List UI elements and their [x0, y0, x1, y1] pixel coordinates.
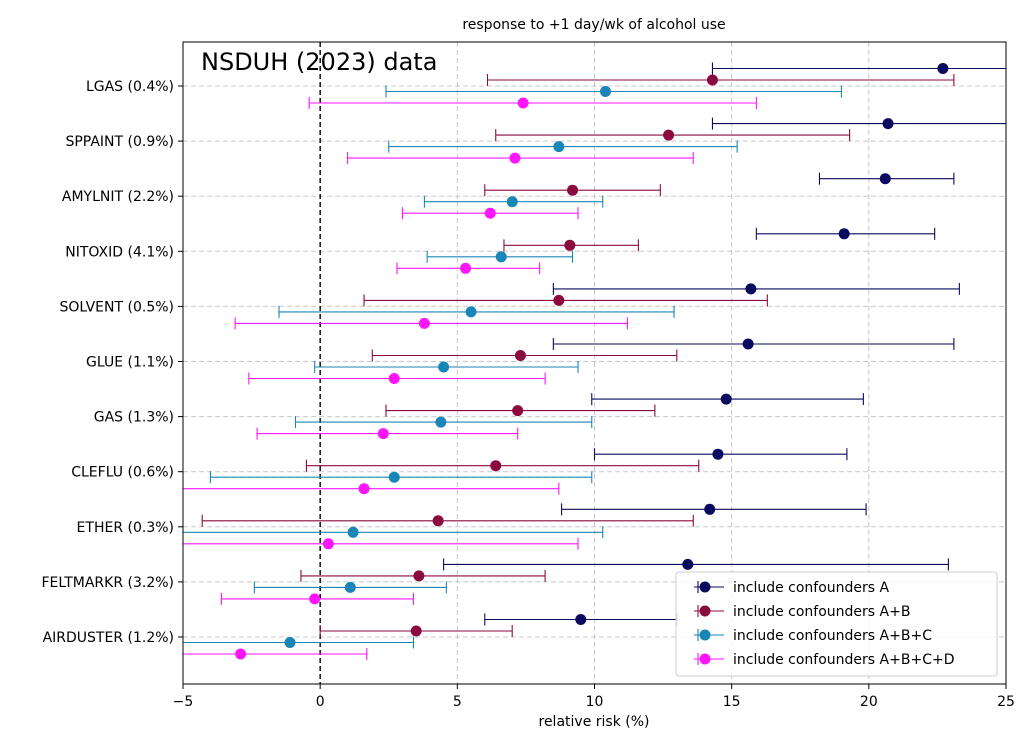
y-axis: LGAS (0.4%) SPPAINT (0.9%) AMYLNIT (2.2%) N… [41, 79, 183, 646]
point-marker [235, 648, 247, 660]
category-label: ETHER (0.3%) [77, 520, 174, 536]
point-marker [720, 393, 732, 405]
point-marker [564, 239, 576, 251]
point-marker [309, 593, 321, 605]
point-marker [682, 558, 694, 570]
series-1 [443, 62, 1006, 626]
point-marker [575, 614, 587, 625]
point-marker [742, 338, 754, 350]
legend-label: include confounders A+B+C [733, 628, 932, 644]
point-marker [484, 207, 496, 219]
legend-marker [699, 653, 711, 665]
point-marker [838, 228, 850, 240]
point-marker [388, 471, 400, 483]
legend-marker [699, 581, 711, 593]
chart-title: response to +1 day/wk of alcohol use [462, 17, 725, 33]
legend-marker [699, 605, 711, 617]
point-marker [388, 373, 400, 384]
point-marker [322, 538, 334, 550]
x-axis-label: relative risk (%) [539, 714, 650, 730]
category-label: AIRDUSTER (1.2%) [43, 630, 174, 646]
point-marker [432, 515, 444, 527]
point-marker [663, 129, 675, 141]
point-marker [937, 63, 949, 74]
point-marker [879, 173, 891, 185]
category-label: AMYLNIT (2.2%) [62, 189, 174, 205]
x-axis: −5 0 5 10 15 20 25 [173, 684, 1015, 710]
point-marker [704, 503, 716, 515]
category-label: NITOXID (4.1%) [65, 244, 174, 260]
data-source-annotation: NSDUH (2023) data [201, 48, 437, 76]
point-marker [506, 196, 518, 208]
point-marker [599, 86, 611, 97]
point-marker [517, 97, 529, 109]
legend-marker [699, 629, 711, 641]
series-3 [183, 85, 842, 649]
x-tick-label: 15 [723, 694, 741, 710]
x-tick-label: 10 [586, 694, 604, 710]
x-tick-label: 5 [453, 694, 462, 710]
point-marker [284, 637, 296, 648]
point-marker [495, 251, 507, 263]
category-label: SPPAINT (0.9%) [65, 134, 174, 150]
point-marker [512, 405, 524, 417]
point-marker [358, 483, 370, 495]
series-layer [183, 62, 1006, 660]
point-marker [712, 448, 724, 460]
point-marker [418, 317, 430, 329]
point-marker [509, 152, 521, 164]
x-tick-label: 25 [997, 694, 1015, 710]
category-label: GLUE (1.1%) [86, 355, 174, 371]
category-label: SOLVENT (0.5%) [59, 299, 174, 315]
point-marker [344, 581, 356, 593]
legend-label: include confounders A+B [733, 604, 910, 620]
point-marker [567, 184, 579, 196]
point-marker [435, 416, 447, 428]
legend: include confounders A include confounders… [675, 571, 998, 677]
point-marker [460, 262, 472, 274]
x-tick-label: −5 [173, 694, 194, 710]
legend-label: include confounders A+B+C+D [733, 652, 954, 668]
category-label: GAS (1.3%) [94, 410, 174, 426]
category-label: LGAS (0.4%) [86, 79, 174, 95]
point-marker [745, 283, 757, 295]
point-marker [706, 74, 718, 86]
legend-label: include confounders A [733, 580, 890, 596]
point-marker [465, 306, 477, 318]
point-marker [553, 294, 565, 306]
point-marker [438, 361, 450, 373]
point-marker [347, 526, 359, 538]
point-marker [553, 141, 565, 153]
series-4 [183, 97, 757, 660]
point-marker [514, 350, 526, 361]
point-marker [413, 570, 425, 582]
point-marker [410, 625, 422, 637]
x-tick-label: 20 [860, 694, 878, 710]
point-marker [490, 460, 502, 472]
series-2 [201, 74, 955, 637]
legend-box [675, 571, 998, 677]
point-marker [377, 428, 389, 440]
point-marker [882, 118, 894, 130]
category-label: CLEFLU (0.6%) [71, 465, 174, 481]
x-tick-label: 0 [316, 694, 325, 710]
category-label: FELTMARKR (3.2%) [41, 575, 174, 591]
